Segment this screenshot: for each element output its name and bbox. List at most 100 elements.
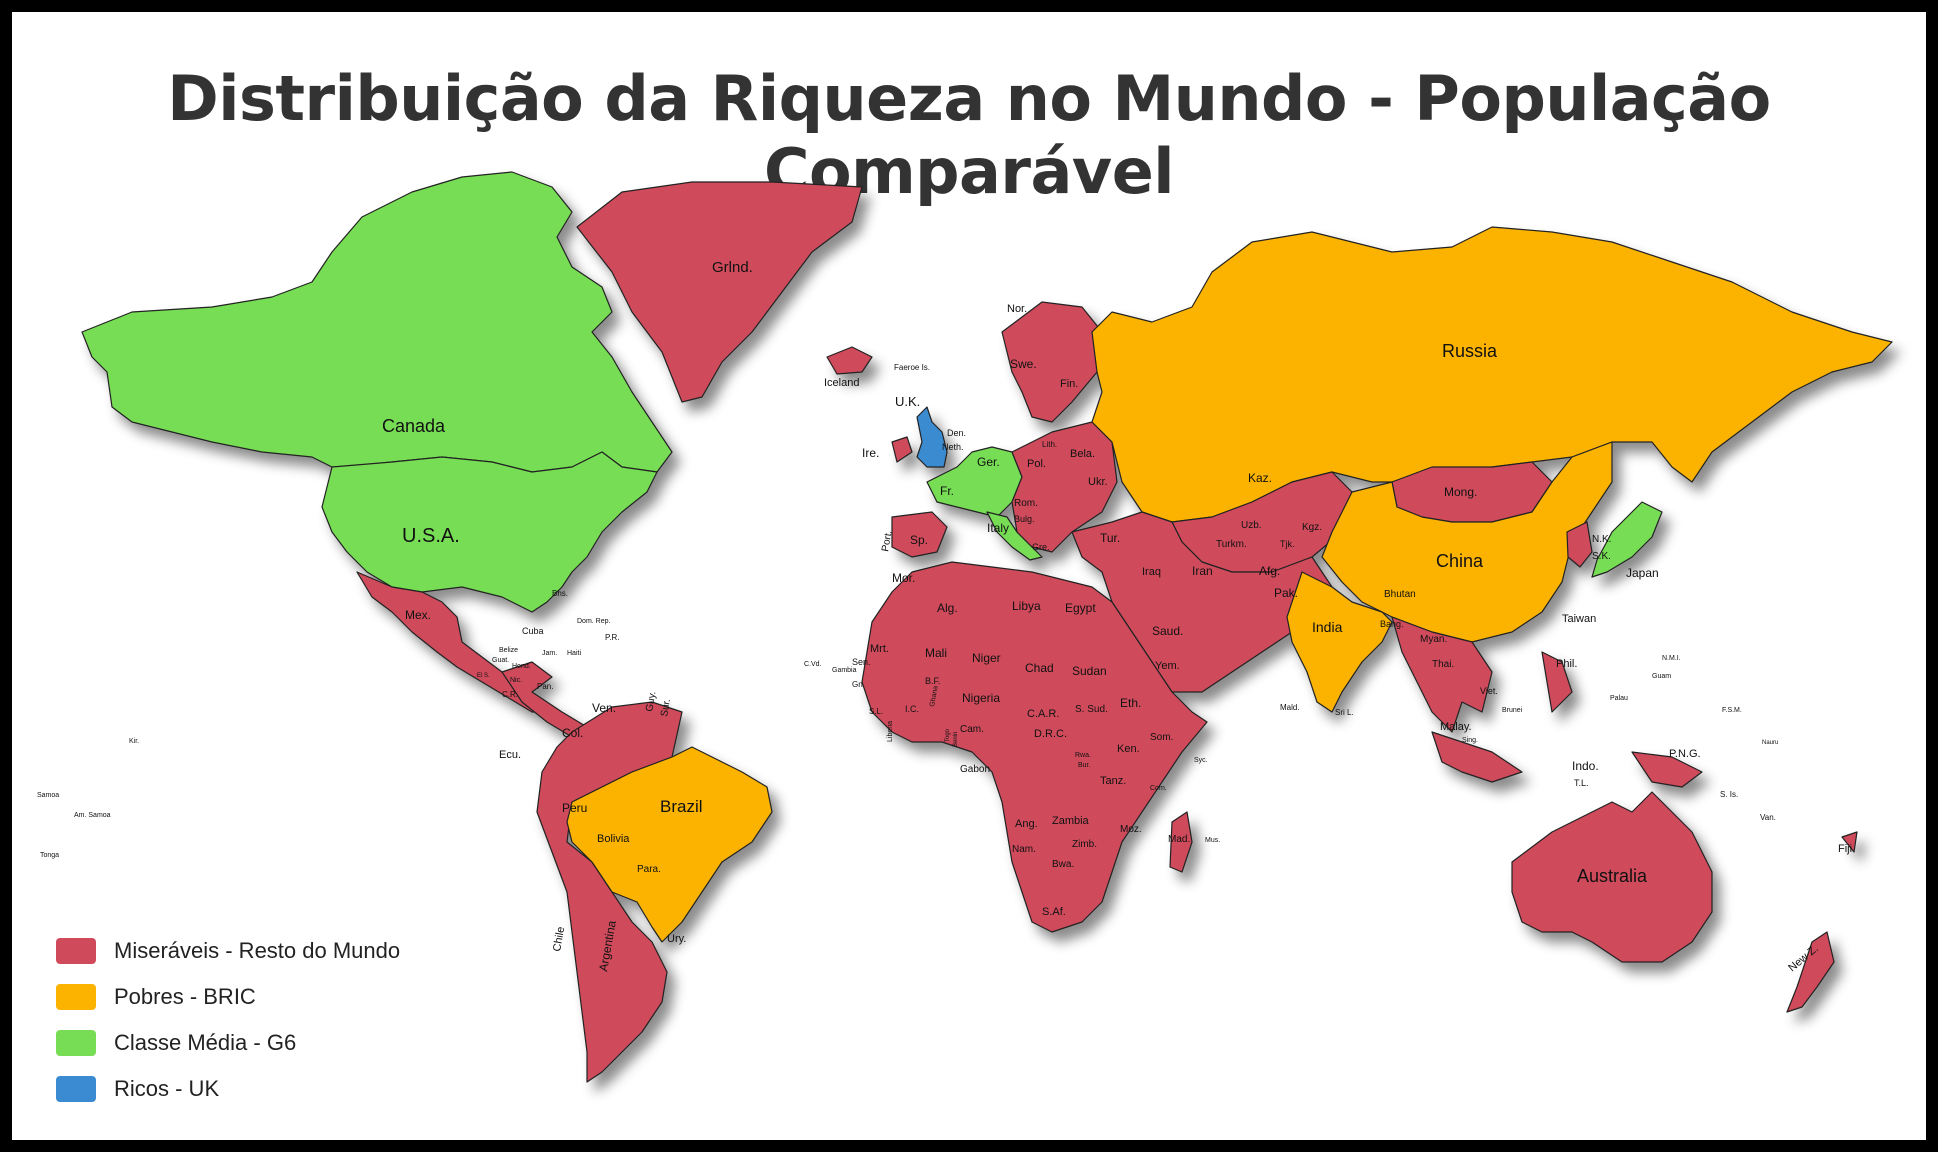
label-nauru: Nauru xyxy=(1762,740,1778,746)
legend-label: Pobres - BRIC xyxy=(114,984,256,1009)
label-tonga: Tonga xyxy=(40,852,59,859)
legend: Miseráveis - Resto do Mundo Pobres - BRI… xyxy=(56,928,400,1112)
label-sierra-leone: S.L. xyxy=(869,707,883,716)
label-niger: Niger xyxy=(972,651,1001,665)
country-usa[interactable] xyxy=(321,451,658,613)
label-romania: Rom. xyxy=(1014,498,1038,509)
label-italy: Italy xyxy=(987,521,1009,535)
label-japan: Japan xyxy=(1626,566,1659,580)
label-taiwan: Taiwan xyxy=(1562,613,1596,625)
country-korea[interactable] xyxy=(1566,521,1593,568)
label-costa-rica: C.R. xyxy=(502,690,518,699)
label-egypt: Egypt xyxy=(1065,601,1096,615)
label-dominican-republic: Dom. Rep. xyxy=(577,618,611,625)
label-canada: Canada xyxy=(382,416,446,436)
label-angola: Ang. xyxy=(1015,818,1038,830)
legend-item-ricos: Ricos - UK xyxy=(56,1066,400,1112)
country-canada[interactable] xyxy=(81,171,673,473)
country-png[interactable] xyxy=(1631,751,1703,788)
label-fsm: F.S.M. xyxy=(1722,707,1742,714)
label-greenland: Grlnd. xyxy=(712,259,753,276)
label-suriname: Sur. xyxy=(659,698,673,717)
label-timor-leste: T.L. xyxy=(1574,778,1589,788)
country-japan[interactable] xyxy=(1591,501,1663,578)
label-bahamas: Bhs. xyxy=(552,589,568,598)
label-tanzania: Tanz. xyxy=(1100,775,1126,787)
label-greece: Gre. xyxy=(1032,542,1050,552)
label-panama: Pan. xyxy=(537,682,553,691)
country-india[interactable] xyxy=(1286,571,1393,713)
label-peru: Peru xyxy=(562,801,587,815)
label-vietnam: Viet. xyxy=(1480,686,1498,696)
label-philippines: Phil. xyxy=(1556,658,1577,670)
label-honduras: Hond. xyxy=(512,663,531,670)
label-ivory-coast: I.C. xyxy=(905,704,919,714)
country-indonesia[interactable] xyxy=(1431,731,1523,783)
label-venezuela: Ven. xyxy=(592,701,616,715)
label-faeroe: Faeroe Is. xyxy=(894,363,930,372)
label-ukraine: Ukr. xyxy=(1088,476,1108,488)
label-mauritius: Mus. xyxy=(1205,837,1220,844)
country-greenland[interactable] xyxy=(576,181,863,403)
label-gabon: Gabon xyxy=(960,764,990,775)
label-brunei: Brunei xyxy=(1502,707,1523,714)
label-sri-lanka: Sri L. xyxy=(1335,708,1354,717)
label-jamaica: Jam. xyxy=(542,650,557,657)
legend-swatch-red xyxy=(56,938,96,964)
label-libya: Libya xyxy=(1012,599,1041,613)
country-scandinavia[interactable] xyxy=(1001,301,1103,423)
legend-label: Classe Média - G6 xyxy=(114,1030,297,1055)
label-cuba: Cuba xyxy=(522,626,544,636)
legend-swatch-orange xyxy=(56,984,96,1010)
country-brazil[interactable] xyxy=(566,746,773,943)
country-uk[interactable] xyxy=(916,406,948,468)
label-puerto-rico: P.R. xyxy=(605,633,620,642)
label-palau: Palau xyxy=(1610,695,1628,702)
label-madagascar: Mad. xyxy=(1168,834,1190,845)
country-madagascar[interactable] xyxy=(1169,811,1193,873)
label-iran: Iran xyxy=(1192,564,1213,578)
country-italy[interactable] xyxy=(986,511,1043,561)
label-kazakhstan: Kaz. xyxy=(1248,471,1272,485)
label-kiribati: Kir. xyxy=(129,738,139,745)
label-guam: Guam xyxy=(1652,673,1671,680)
country-australia[interactable] xyxy=(1511,791,1713,963)
country-iberia[interactable] xyxy=(891,511,948,558)
country-southeast-asia[interactable] xyxy=(1391,616,1493,733)
label-mexico: Mex. xyxy=(405,608,431,622)
map-frame: Distribuição da Riqueza no Mundo - Popul… xyxy=(12,12,1926,1140)
country-fiji[interactable] xyxy=(1841,831,1858,853)
country-china[interactable] xyxy=(1321,441,1613,643)
label-vanuatu: Van. xyxy=(1760,813,1776,822)
label-png: P.N.G. xyxy=(1669,748,1701,760)
label-somalia: Som. xyxy=(1150,732,1173,743)
legend-label: Miseráveis - Resto do Mundo xyxy=(114,938,401,963)
label-nmi: N.M.I. xyxy=(1662,655,1681,662)
label-nigeria: Nigeria xyxy=(962,691,1000,705)
country-central-america[interactable] xyxy=(501,661,588,738)
label-liberia: Liberia xyxy=(887,721,894,742)
label-am-samoa: Am. Samoa xyxy=(74,812,111,819)
label-samoa: Samoa xyxy=(37,792,59,799)
label-spain: Sp. xyxy=(910,533,928,547)
label-bangladesh: Bang. xyxy=(1380,619,1404,629)
label-cape-verde: C.Vd. xyxy=(804,661,822,668)
label-afghanistan: Afg. xyxy=(1259,564,1280,578)
label-mali: Mali xyxy=(925,646,947,660)
label-guyana: Guy. xyxy=(644,691,658,713)
label-kyrgyzstan: Kgz. xyxy=(1302,522,1322,533)
country-new-zealand[interactable] xyxy=(1786,931,1835,1013)
label-bhutan: Bhutan xyxy=(1384,589,1416,600)
country-africa[interactable] xyxy=(861,561,1208,933)
label-chile: Chile xyxy=(551,926,567,953)
country-philippines[interactable] xyxy=(1541,651,1573,713)
label-turkey: Tur. xyxy=(1100,531,1120,545)
country-iceland[interactable] xyxy=(826,346,873,375)
country-ireland[interactable] xyxy=(891,436,913,463)
label-portugal: Port. xyxy=(880,530,895,553)
label-finland: Fin. xyxy=(1060,378,1078,390)
label-sudan: Sudan xyxy=(1072,664,1107,678)
legend-label: Ricos - UK xyxy=(114,1076,220,1101)
label-zambia: Zambia xyxy=(1052,815,1090,827)
label-burundi: Bur. xyxy=(1078,762,1091,769)
